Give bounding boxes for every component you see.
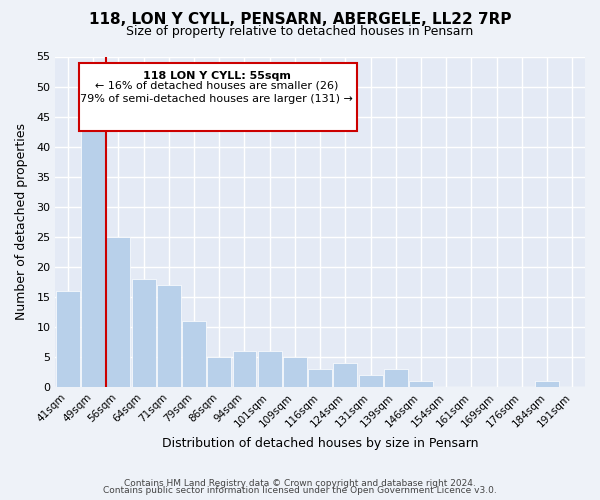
Bar xyxy=(359,375,383,387)
Bar xyxy=(131,279,155,387)
Bar xyxy=(56,291,80,387)
Bar xyxy=(334,363,358,387)
Bar xyxy=(182,321,206,387)
Bar xyxy=(81,128,105,387)
Text: 118 LON Y CYLL: 55sqm: 118 LON Y CYLL: 55sqm xyxy=(143,72,291,82)
Bar xyxy=(283,357,307,387)
Text: Contains public sector information licensed under the Open Government Licence v3: Contains public sector information licen… xyxy=(103,486,497,495)
Bar xyxy=(409,381,433,387)
Text: 118, LON Y CYLL, PENSARN, ABERGELE, LL22 7RP: 118, LON Y CYLL, PENSARN, ABERGELE, LL22… xyxy=(89,12,511,28)
Text: Contains HM Land Registry data © Crown copyright and database right 2024.: Contains HM Land Registry data © Crown c… xyxy=(124,478,476,488)
Bar xyxy=(308,369,332,387)
Bar xyxy=(535,381,559,387)
Y-axis label: Number of detached properties: Number of detached properties xyxy=(15,123,28,320)
Bar xyxy=(207,357,231,387)
Bar xyxy=(106,236,130,387)
Text: ← 16% of detached houses are smaller (26)
79% of semi-detached houses are larger: ← 16% of detached houses are smaller (26… xyxy=(80,80,353,104)
Bar xyxy=(157,285,181,387)
Bar xyxy=(233,351,256,387)
X-axis label: Distribution of detached houses by size in Pensarn: Distribution of detached houses by size … xyxy=(162,437,478,450)
Text: Size of property relative to detached houses in Pensarn: Size of property relative to detached ho… xyxy=(127,25,473,38)
FancyBboxPatch shape xyxy=(79,63,357,131)
Bar xyxy=(384,369,408,387)
Bar xyxy=(258,351,281,387)
